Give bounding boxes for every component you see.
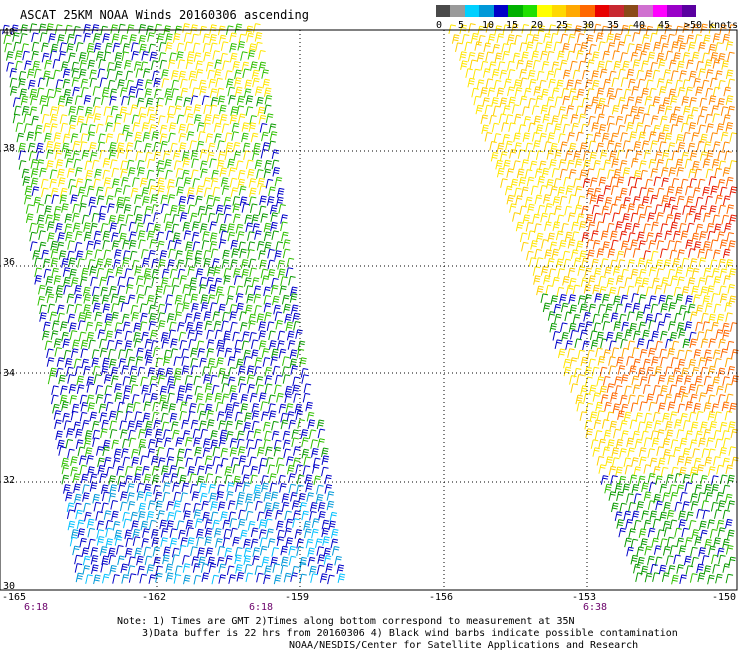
wind-barb-group — [559, 23, 737, 180]
pass-time-1: 6:18 — [24, 602, 49, 613]
note-line-2: 3)Data buffer is 22 hrs from 20160306 4)… — [142, 628, 678, 639]
lat-label-30: 30 — [3, 581, 16, 592]
wind-barb-group — [66, 482, 346, 585]
graticule-grid — [0, 30, 737, 590]
map-title: ASCAT 25KM NOAA Winds 20160306 ascending — [20, 8, 309, 22]
colorbar-label: 20 — [531, 20, 544, 31]
colorbar-label: 0 — [436, 20, 443, 31]
colorbar-label: 15 — [506, 20, 519, 31]
note-line-3: NOAA/NESDIS/Center for Satellite Applica… — [289, 640, 639, 651]
wind-barb-group — [559, 23, 736, 180]
lat-label-38: 38 — [3, 143, 16, 154]
colorbar-swatch — [609, 5, 625, 17]
wind-barb-group — [6, 23, 329, 486]
colorbar-swatch — [638, 5, 654, 17]
colorbar-swatch — [551, 5, 567, 17]
colorbar-swatch — [681, 5, 697, 17]
pass-time-2: 6:18 — [249, 602, 274, 613]
colorbar-swatch — [580, 5, 596, 17]
lon-label-162: -162 — [142, 592, 167, 603]
colorbar-swatch — [436, 5, 451, 17]
lat-label-36: 36 — [3, 257, 16, 268]
lon-label-150: -150 — [712, 592, 737, 603]
colorbar-swatch — [493, 5, 509, 17]
lon-label-156: -156 — [429, 592, 454, 603]
colorbar-label: 25 — [556, 20, 569, 31]
colorbar-swatch — [464, 5, 480, 17]
lat-label-34: 34 — [3, 368, 16, 379]
note-line-1: Note: 1) Times are GMT 2)Times along bot… — [117, 616, 575, 627]
wind-barb-group — [603, 321, 734, 412]
right-swath-wind-barbs — [448, 23, 739, 585]
colorbar-label: 35 — [607, 20, 620, 31]
wind-barb-group — [581, 176, 739, 421]
colorbar-label: 45 — [658, 20, 671, 31]
colorbar-swatch — [508, 5, 524, 17]
left-swath-wind-barbs — [2, 23, 346, 585]
wind-barb-group — [604, 473, 734, 585]
wind-speed-colorbar: 0 5 10 15 20 25 30 35 40 45 >50 knots — [436, 5, 739, 37]
wind-barb-group — [40, 23, 272, 198]
colorbar-swatch — [623, 5, 639, 17]
lat-label-32: 32 — [3, 475, 16, 486]
colorbar-label: >50 knots — [684, 20, 739, 31]
lon-label-159: -159 — [285, 592, 310, 603]
wind-barb-group — [70, 482, 342, 585]
wind-barb-group — [3, 23, 325, 486]
lat-label-40: 40 — [3, 27, 16, 38]
wind-barb-group — [451, 23, 739, 477]
colorbar-label: 40 — [633, 20, 646, 31]
wind-barb-group — [581, 176, 737, 260]
colorbar-swatch — [450, 5, 466, 17]
colorbar-swatch — [522, 5, 538, 17]
colorbar-swatch — [566, 5, 581, 17]
colorbar-swatch — [667, 5, 683, 17]
colorbar-label: 5 — [458, 20, 465, 31]
colorbar-swatch — [652, 5, 668, 17]
lon-label-165: -165 — [2, 592, 27, 603]
colorbar-label: 30 — [582, 20, 595, 31]
colorbar-swatch — [479, 5, 495, 17]
map-frame — [0, 29, 738, 591]
colorbar-label: 10 — [482, 20, 495, 31]
colorbar-swatch — [537, 5, 553, 17]
wind-barb-group — [552, 293, 733, 585]
pass-time-3: 6:38 — [583, 602, 608, 613]
colorbar-swatch — [594, 5, 610, 17]
wind-barb-group — [2, 24, 345, 585]
lon-label-153: -153 — [572, 592, 597, 603]
